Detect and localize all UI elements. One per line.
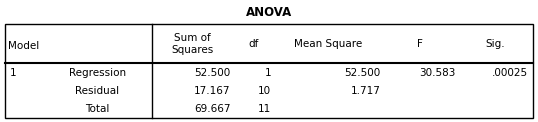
Text: 10: 10	[258, 86, 271, 96]
Text: 30.583: 30.583	[419, 68, 455, 78]
Text: F: F	[417, 39, 423, 49]
Text: 52.500: 52.500	[344, 68, 380, 78]
Text: Model: Model	[8, 41, 39, 51]
Text: 1.717: 1.717	[350, 86, 380, 96]
Text: Total: Total	[85, 104, 109, 114]
Text: Residual: Residual	[75, 86, 119, 96]
Text: .00025: .00025	[492, 68, 528, 78]
Text: Mean Square: Mean Square	[294, 39, 363, 49]
Text: 17.167: 17.167	[194, 86, 231, 96]
Text: ANOVA: ANOVA	[246, 6, 292, 19]
Bar	[5, 24, 533, 118]
Text: 11: 11	[258, 104, 271, 114]
Text: 1: 1	[10, 68, 16, 78]
Text: df: df	[249, 39, 259, 49]
Text: Regression: Regression	[69, 68, 126, 78]
Text: Sum of
Squares: Sum of Squares	[171, 33, 214, 55]
Text: 52.500: 52.500	[194, 68, 231, 78]
Text: 1: 1	[265, 68, 271, 78]
Text: 69.667: 69.667	[194, 104, 231, 114]
Text: Sig.: Sig.	[485, 39, 505, 49]
